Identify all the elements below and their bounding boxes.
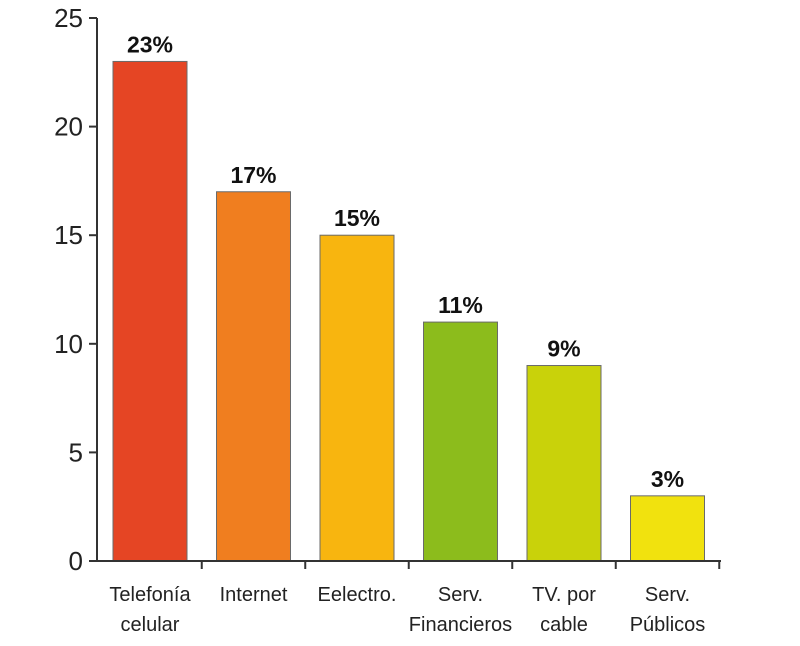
y-axis-ticks: 0 5 10 15 20 25	[54, 3, 97, 576]
bar-3	[423, 321, 498, 562]
data-label-5: 3%	[651, 466, 684, 492]
category-label-2: Eelectro.	[318, 584, 397, 606]
y-tick-label-1: 5	[69, 437, 83, 467]
data-label-0: 23%	[127, 31, 173, 57]
category-label-4: TV. por cable	[532, 584, 596, 636]
bar-5	[630, 495, 705, 562]
y-tick-label-0: 0	[69, 546, 83, 576]
bar-1	[216, 191, 291, 562]
data-labels: 23% 17% 15% 11% 9% 3%	[127, 31, 684, 491]
data-label-4: 9%	[547, 336, 580, 362]
y-tick-label-5: 25	[54, 3, 83, 33]
category-label-3: Serv. Financieros	[409, 584, 512, 636]
y-tick-label-4: 20	[54, 112, 83, 142]
category-label-1: Internet	[220, 584, 288, 606]
bar-0	[112, 60, 188, 562]
y-tick-label-2: 10	[54, 329, 83, 359]
bars	[112, 60, 705, 562]
category-label-5: Serv. Públicos	[630, 584, 706, 636]
category-label-0: Telefonía celular	[109, 584, 191, 636]
data-label-1: 17%	[230, 162, 276, 188]
y-tick-label-3: 15	[54, 220, 83, 250]
bar-2	[319, 234, 395, 562]
data-label-3: 11%	[438, 292, 483, 318]
data-label-2: 15%	[334, 205, 380, 231]
bar-4	[526, 365, 602, 562]
category-labels: Telefonía celular Internet Eelectro. Serv. Fi…	[109, 584, 705, 636]
x-axis-ticks	[200, 561, 721, 569]
